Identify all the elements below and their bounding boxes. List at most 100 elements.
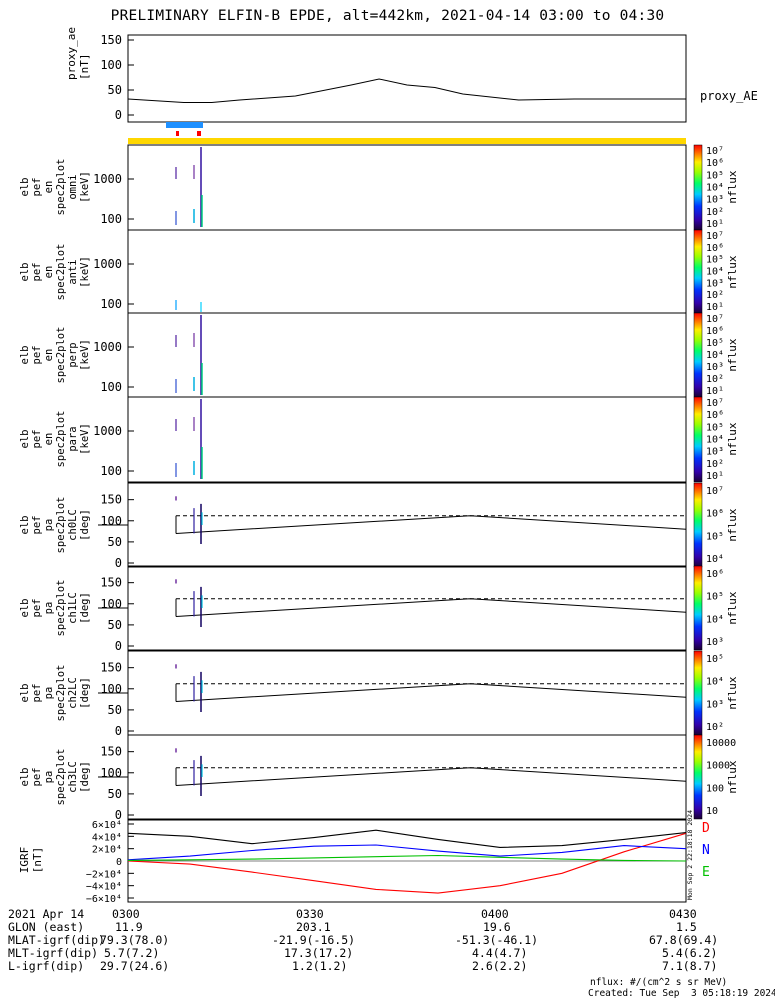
colorbar-tick: 10¹ bbox=[706, 219, 724, 230]
igrf-tick-label: 0 bbox=[116, 857, 122, 868]
pa-ylabel-line: [deg] bbox=[79, 509, 91, 541]
colorbar-label: nflux bbox=[726, 255, 739, 288]
footer-row-1: GLON (east) bbox=[8, 920, 85, 934]
pa-ylabel-line: ch2LC bbox=[67, 677, 79, 709]
pa-colorbar-tick: 100 bbox=[706, 783, 724, 794]
col-0400-4: 2.6(2.2) bbox=[472, 959, 528, 973]
colorbar-tick: 10³ bbox=[706, 447, 724, 458]
colorbar-label: nflux bbox=[726, 170, 739, 203]
col-0400-2: -51.3(-46.1) bbox=[455, 933, 539, 947]
pa-colorbar-0 bbox=[693, 482, 703, 568]
colorbar-1 bbox=[693, 229, 703, 314]
red-marker-2 bbox=[197, 131, 201, 136]
pa-colorbar-label: nflux bbox=[726, 591, 739, 624]
colorbar-0 bbox=[693, 144, 703, 231]
pa-ylabel-line: spec2plot bbox=[55, 665, 67, 722]
loss-cone-line bbox=[175, 683, 687, 702]
pa-colorbar-tick: 10000 bbox=[706, 738, 736, 749]
ae-tick-label: 150 bbox=[100, 33, 122, 47]
colorbar-tick: 10⁷ bbox=[706, 314, 724, 325]
colorbar-tick: 10³ bbox=[706, 362, 724, 373]
colorbar-label: nflux bbox=[726, 338, 739, 371]
pa-ylabel-line: pef bbox=[31, 599, 43, 618]
proxy-ae-frame bbox=[127, 34, 687, 123]
pa-tick-label: 150 bbox=[100, 661, 122, 675]
pa-ylabel-line: ch3LC bbox=[67, 761, 79, 793]
pa-tick-label: 50 bbox=[108, 703, 122, 717]
pa-tick-label: 0 bbox=[115, 556, 122, 570]
energy-ylabel-line: pef bbox=[31, 178, 43, 197]
colorbar-tick: 10⁵ bbox=[706, 422, 724, 433]
pa-colorbar-tick: 10⁴ bbox=[706, 677, 724, 688]
pa-colorbar-label: nflux bbox=[726, 676, 739, 709]
energy-ylabel-line: perp bbox=[67, 342, 79, 367]
pa-colorbar-tick: 1000 bbox=[706, 761, 730, 772]
igrf-ylabel-unit: [nT] bbox=[31, 847, 44, 874]
energy-tick-1000: 1000 bbox=[93, 257, 122, 271]
pa-colorbar-label: nflux bbox=[726, 508, 739, 541]
energy-ylabel-line: spec2plot bbox=[55, 244, 67, 301]
colorbar-tick: 10¹ bbox=[706, 471, 724, 482]
pa-ylabel-line: [deg] bbox=[79, 677, 91, 709]
pa-tick-label: 150 bbox=[100, 576, 122, 590]
pa-colorbar-tick: 10⁵ bbox=[706, 592, 724, 603]
pa-colorbar-tick: 10 bbox=[706, 806, 718, 817]
pa-colorbar-label: nflux bbox=[726, 760, 739, 793]
colorbar-tick: 10⁶ bbox=[706, 326, 724, 337]
pa-ylabel-line: pa bbox=[43, 771, 55, 784]
igrf-ylabel: IGRF bbox=[18, 847, 31, 874]
energy-spec-frame-2 bbox=[127, 312, 687, 398]
energy-ylabel-line: spec2plot bbox=[55, 327, 67, 384]
energy-ylabel-line: elb bbox=[19, 346, 31, 365]
pa-colorbar-tick: 10⁵ bbox=[706, 531, 724, 542]
col-0300-2: 79.3(78.0) bbox=[100, 933, 170, 947]
colorbar-tick: 10⁷ bbox=[706, 398, 724, 409]
pa-colorbar-1 bbox=[693, 565, 703, 651]
pa-colorbar-tick: 10² bbox=[706, 722, 724, 733]
colorbar-tick: 10⁷ bbox=[706, 146, 724, 157]
loss-cone-line bbox=[175, 598, 687, 617]
ae-legend: proxy_AE bbox=[700, 89, 758, 103]
footer-row-3: MLT-igrf(dip) bbox=[8, 946, 99, 960]
ae-ylabel: proxy_ae bbox=[65, 27, 78, 80]
igrf-legend-N: N bbox=[702, 843, 710, 858]
col-0430-2: 67.8(69.4) bbox=[649, 933, 719, 947]
energy-ylabel-line: omni bbox=[67, 174, 79, 199]
col-0330-4: 1.2(1.2) bbox=[292, 959, 348, 973]
ae-tick-label: 50 bbox=[108, 83, 122, 97]
igrf-tick-label: −6×10⁴ bbox=[86, 894, 122, 905]
pa-colorbar-tick: 10⁵ bbox=[706, 654, 724, 665]
pa-ylabel-line: spec2plot bbox=[55, 749, 67, 806]
colorbar-tick: 10⁵ bbox=[706, 255, 724, 266]
igrf-series-total bbox=[127, 829, 687, 848]
energy-ylabel-line: anti bbox=[67, 259, 79, 284]
pa-frame-3 bbox=[127, 734, 687, 820]
pa-tick-label: 0 bbox=[115, 724, 122, 738]
pa-ylabel-line: spec2plot bbox=[55, 580, 67, 637]
igrf-tick-label: 4×10⁴ bbox=[92, 832, 122, 843]
energy-tick-1000: 1000 bbox=[93, 424, 122, 438]
energy-ylabel-line: elb bbox=[19, 178, 31, 197]
energy-ylabel-line: pef bbox=[31, 346, 43, 365]
pa-ylabel-line: elb bbox=[19, 516, 31, 535]
pa-ylabel-line: pa bbox=[43, 602, 55, 615]
energy-tick-1000: 1000 bbox=[93, 172, 122, 186]
colorbar-tick: 10² bbox=[706, 290, 724, 301]
pa-ylabel-line: [deg] bbox=[79, 592, 91, 624]
energy-ylabel-line: spec2plot bbox=[55, 411, 67, 468]
units-note: nflux: #/(cm^2 s sr MeV) bbox=[590, 977, 728, 988]
colorbar-tick: 10⁵ bbox=[706, 170, 724, 181]
pa-ylabel-line: ch0LC bbox=[67, 509, 79, 541]
colorbar-tick: 10² bbox=[706, 459, 724, 470]
pa-ylabel-line: elb bbox=[19, 684, 31, 703]
pa-tick-label: 150 bbox=[100, 493, 122, 507]
col-0300-4: 29.7(24.6) bbox=[100, 959, 170, 973]
colorbar-tick: 10⁴ bbox=[706, 350, 724, 361]
col-0430-1: 1.5 bbox=[676, 920, 697, 934]
pa-tick-label: 150 bbox=[100, 745, 122, 759]
pa-ylabel-line: spec2plot bbox=[55, 497, 67, 554]
colorbar-tick: 10⁶ bbox=[706, 243, 724, 254]
pa-tick-label: 50 bbox=[108, 787, 122, 801]
col-0300-3: 5.7(7.2) bbox=[104, 946, 160, 960]
col-0400-0: 0400 bbox=[481, 907, 509, 921]
